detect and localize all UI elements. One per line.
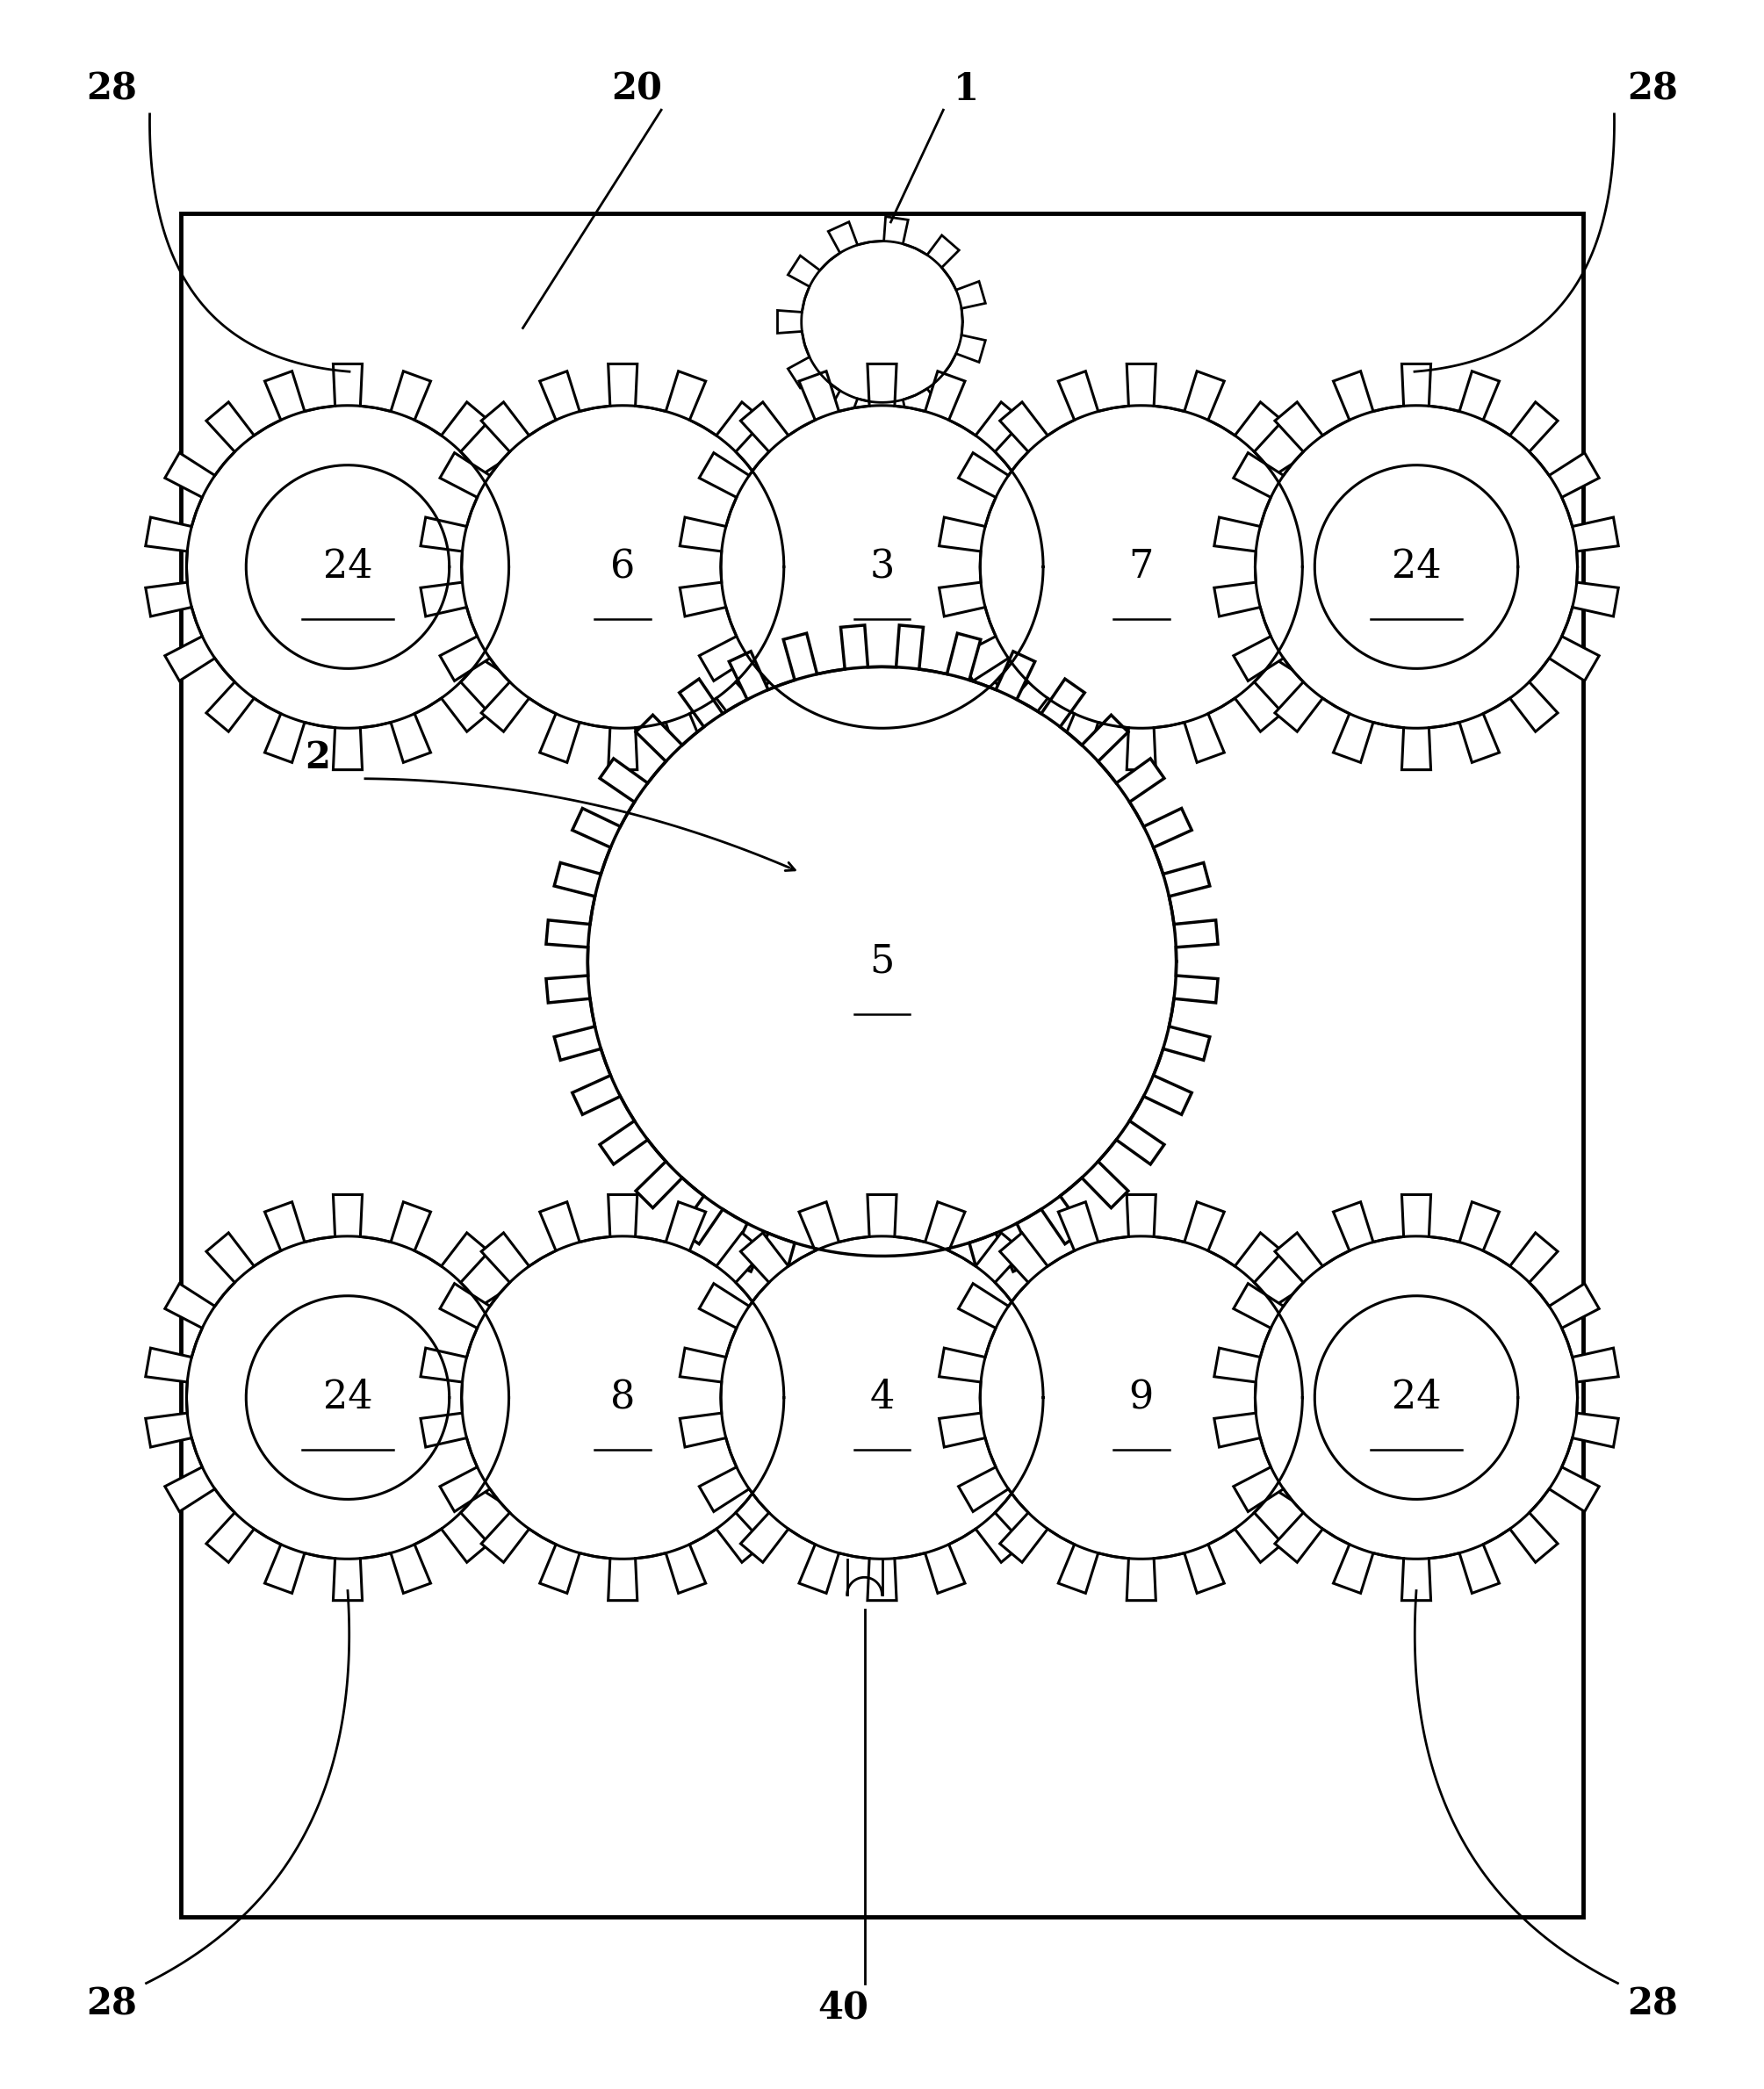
- Polygon shape: [1214, 363, 1618, 769]
- Text: 2: 2: [305, 740, 330, 777]
- Text: 7: 7: [1129, 547, 1154, 585]
- Text: 28: 28: [86, 1985, 136, 2022]
- Text: 5: 5: [870, 942, 894, 980]
- Polygon shape: [420, 1195, 826, 1600]
- Polygon shape: [420, 363, 826, 769]
- Polygon shape: [679, 363, 1085, 769]
- Polygon shape: [1214, 1195, 1618, 1600]
- Polygon shape: [679, 1195, 1085, 1600]
- Text: 40: 40: [818, 1989, 870, 2026]
- Text: 20: 20: [612, 71, 662, 109]
- Bar: [182, 213, 1582, 1918]
- Polygon shape: [547, 625, 1217, 1297]
- Polygon shape: [146, 1195, 550, 1600]
- Text: 1: 1: [953, 71, 979, 109]
- Text: 28: 28: [86, 71, 136, 109]
- Text: 24: 24: [323, 547, 372, 585]
- Text: 6: 6: [610, 547, 635, 585]
- Polygon shape: [938, 1195, 1344, 1600]
- Polygon shape: [938, 363, 1344, 769]
- Polygon shape: [146, 363, 550, 769]
- Text: 8: 8: [610, 1379, 635, 1416]
- Text: 24: 24: [1392, 1379, 1441, 1416]
- Text: 24: 24: [323, 1379, 372, 1416]
- Text: 24: 24: [1392, 547, 1441, 585]
- Text: 3: 3: [870, 547, 894, 585]
- Text: 4: 4: [870, 1379, 894, 1416]
- Polygon shape: [778, 217, 986, 426]
- Text: 28: 28: [1628, 71, 1678, 109]
- Text: 9: 9: [1129, 1379, 1154, 1416]
- Text: 28: 28: [1628, 1985, 1678, 2022]
